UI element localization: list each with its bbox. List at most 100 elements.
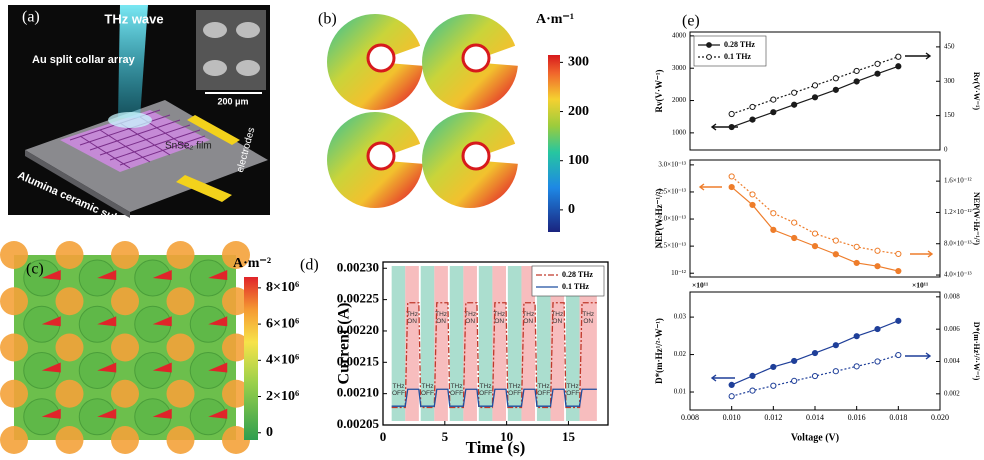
film-label: SnSe₂ film [165,141,212,152]
legend-label: 0.28 THz [562,270,593,279]
panel-b: (b) [318,11,520,208]
y-axis-label: Rv(V·W⁻¹) [654,70,664,113]
band-annotation-box: THz OFF [508,383,521,397]
data-point [853,363,860,370]
y-tick-label: 2.0×10⁻¹³ [658,215,686,223]
collar-gap [152,408,172,419]
substrate-edge [25,150,130,218]
legend-marker [706,54,712,60]
y2-tick-label: 450 [944,43,955,51]
band-annotation: THz ON [406,310,418,325]
sem-ring [236,60,260,76]
colorbar-label: A·m⁻² [233,256,271,271]
data-point [895,53,902,60]
series-line [731,186,899,272]
data-point [770,382,777,389]
off-band [536,266,551,421]
collar-gap [208,362,228,373]
data-point [811,230,819,237]
y-tick-label: 0.00210 [337,385,379,400]
data-point [791,377,798,385]
y2-axis-label: Rv(V·W⁻¹) [972,72,981,111]
colorbar-tick-label: 4×10⁶ [266,353,299,368]
y-tick-label: 0.01 [674,388,687,396]
arrow [905,52,932,60]
data-point [791,234,798,242]
panel-a: (a) THz wave Au split collar array 200 μ… [8,5,270,238]
hotspot [0,379,28,408]
series-line [391,388,597,407]
panel-label: (a) [22,9,40,26]
y2-axis-label: NEP(W·Hz⁻¹/²) [972,192,981,245]
exponent-note: ×10¹¹ [912,281,928,290]
sem-ring [203,60,227,76]
y2-tick-label: 0.008 [944,292,960,300]
data-point [749,372,756,380]
data-point [874,247,881,254]
x-tick-label: 0.018 [889,413,907,422]
legend-label: 0.28 THz [724,40,755,49]
hotspot [0,333,28,362]
series-line [731,175,899,255]
band-annotation: THz ON [435,310,448,325]
colorbar-tick-label: 8×10⁶ [266,280,299,295]
collar-gap [97,270,117,280]
off-band [391,266,406,421]
off-band [449,266,464,421]
y-tick-label: 0.00225 [337,291,380,306]
y-tick-label: 0.02 [674,350,687,358]
band-annotation-box: THz ON [406,310,418,325]
y-tick-label: 0.00230 [337,259,379,274]
exponent-note: ×10¹¹ [692,281,708,290]
band-annotation-box: THz ON [493,311,505,325]
hotspot [222,241,250,269]
data-point [791,101,798,108]
hotspot [0,426,28,454]
data-point [895,250,902,258]
colorbar-tick-label: 0 [266,425,273,440]
y-tick-label: 3.0×10⁻¹³ [658,160,686,168]
y2-tick-label: 0 [944,146,948,154]
y-tick-label: 2.5×10⁻¹³ [658,188,686,196]
hotspot [166,333,195,362]
data-point [749,201,756,209]
band-annotation: THz OFF [391,382,405,397]
y-tick-label: 0.00215 [337,353,380,368]
collar-gap [41,362,61,373]
data-point [832,251,839,258]
band-annotation-box: THz OFF [479,382,493,397]
legend-label: 0.1 THz [724,52,751,61]
y-tick-label: 0.00220 [337,322,379,337]
y-tick-label: 0.03 [674,313,687,321]
hotspot [222,426,250,454]
hotspot [166,241,195,269]
band-annotation-box: THz OFF [450,383,463,397]
x-tick-label: 0.016 [848,413,866,422]
hotspot [55,241,84,269]
electrode [176,175,232,202]
data-point [728,110,735,118]
colorbar-tick-label: 2×10⁶ [266,389,299,404]
beam-label: THz wave [104,11,163,26]
x-tick-label: 15 [562,429,576,444]
sem-ring [203,22,227,38]
hotspot [166,379,195,408]
y-tick-label: 2000 [672,96,687,104]
data-point [749,191,756,198]
band-annotation: THz OFF [479,382,493,397]
hotspot [111,333,139,362]
on-band [492,266,507,421]
hotspot [222,287,250,316]
off-band [565,266,580,421]
data-point [874,70,881,77]
off-band [507,266,522,421]
on-band [579,266,597,421]
y-axis-label: Current (A) [336,303,353,385]
data-point [832,368,839,375]
arrow [698,183,722,191]
data-point [874,358,881,365]
crescent-hole [366,141,396,171]
hotspot [111,379,139,408]
band-annotation-box: THz OFF [391,382,405,397]
hotspot [55,333,84,362]
